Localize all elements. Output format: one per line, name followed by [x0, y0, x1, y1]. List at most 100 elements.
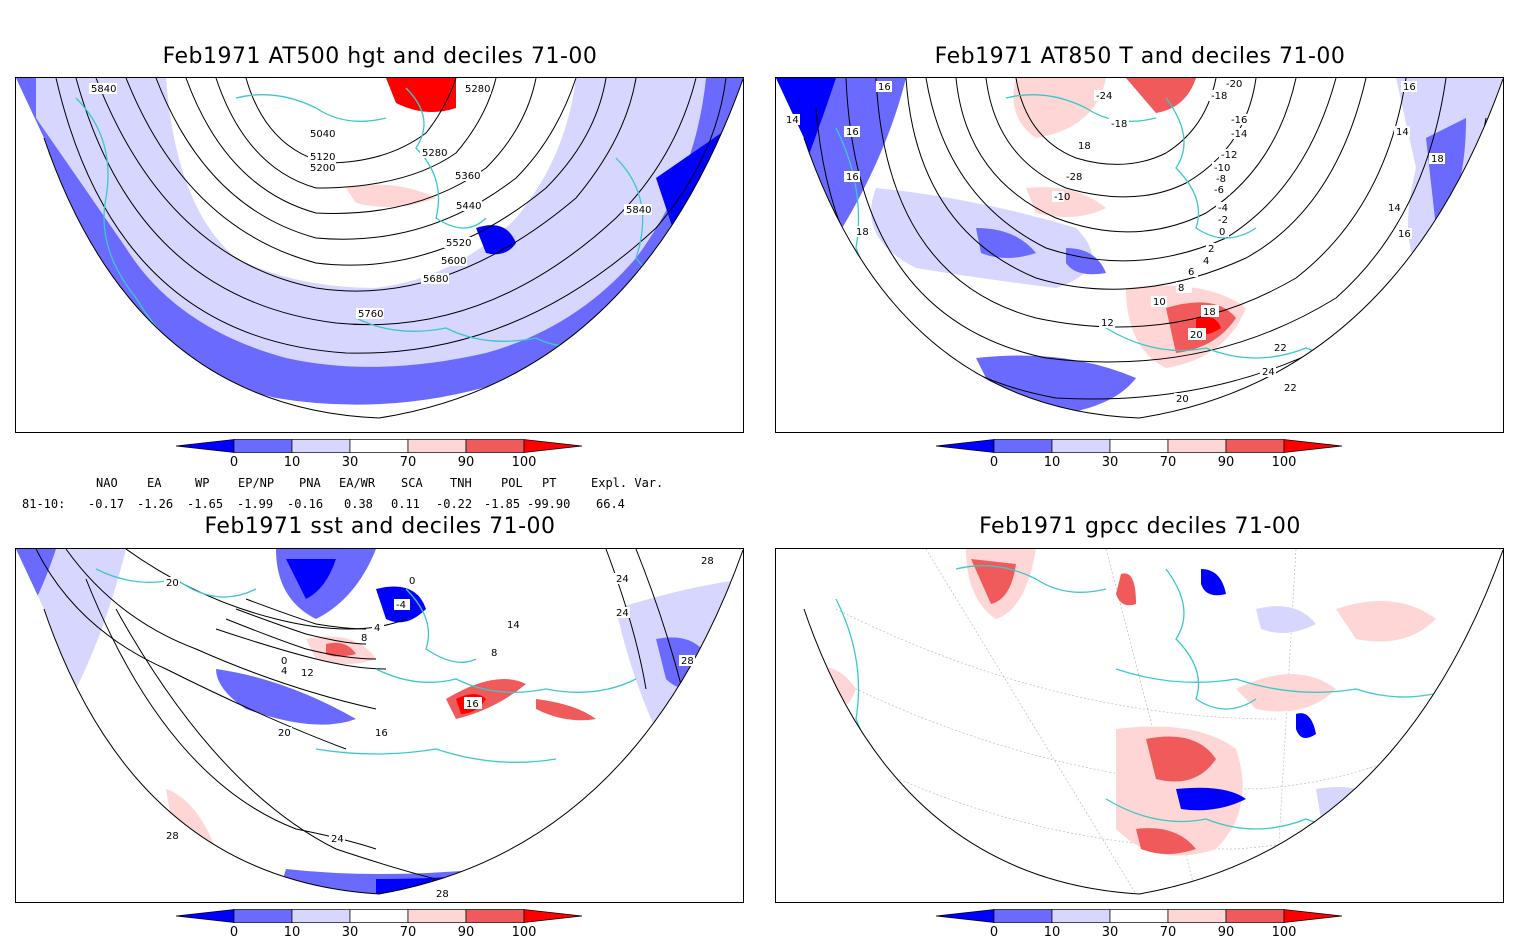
colorbar-label: 70	[399, 925, 417, 940]
map-panel-t850: 16 14 16 16 18 -20 -18 -24 -16 -14 -12 -…	[775, 77, 1504, 433]
panel-title-hgt500: Feb1971 AT500 hgt and deciles 71-00	[162, 44, 598, 69]
contour-label: -24	[1096, 91, 1112, 102]
contour-label: 22	[1274, 343, 1287, 354]
contour-label: -20	[1226, 79, 1242, 90]
contour-label: 5120	[310, 152, 335, 163]
contour-label: 5040	[310, 129, 335, 140]
colorbar-sst: 0 10 30 70 90 100	[176, 909, 586, 941]
colorbar-label: 70	[1159, 455, 1177, 470]
index-header: TNH	[450, 476, 472, 490]
colorbar-segment	[291, 439, 351, 453]
colorbar-label: 100	[1271, 925, 1297, 940]
panel-title-gpcc: Feb1971 gpcc deciles 71-00	[979, 514, 1301, 539]
contour-label: -14	[1231, 129, 1247, 140]
contour-label: 0	[409, 576, 415, 587]
contour-label: 14	[1396, 127, 1409, 138]
index-header: SCA	[401, 476, 423, 490]
colorbar-label: 0	[989, 455, 999, 470]
colorbar-swatches	[176, 439, 583, 453]
contour-label: 5520	[446, 238, 471, 249]
colorbar-label: 30	[1101, 455, 1119, 470]
contour-label: 5680	[423, 274, 448, 285]
colorbar-label: 100	[511, 925, 537, 940]
index-value: -1.99	[237, 497, 274, 511]
contour-label: 8	[361, 633, 367, 644]
contour-label: 16	[1398, 229, 1411, 240]
colorbar-label: 30	[341, 925, 359, 940]
map-panel-sst: 20 0 4 12 16 20 24 28 28 24 28 4 8 -4 0 …	[15, 548, 744, 903]
colorbar-segment	[523, 439, 583, 453]
contour-label: 0	[1219, 227, 1225, 238]
colorbar-segment	[1283, 439, 1343, 453]
index-value: -0.22	[436, 497, 473, 511]
contour-label: 22	[1284, 383, 1297, 394]
index-header: EA	[147, 476, 162, 490]
contour-label: -10	[1054, 192, 1070, 203]
contour-label: 28	[166, 831, 179, 842]
colorbar-label: 0	[229, 925, 239, 940]
contour-label: -18	[1211, 91, 1227, 102]
colorbar-label: 90	[457, 925, 475, 940]
contour-label: 5840	[91, 84, 116, 95]
colorbar-segment	[936, 439, 995, 453]
contour-label: -28	[1066, 172, 1082, 183]
index-value: -99.90	[527, 497, 571, 511]
index-header: PNA	[299, 476, 321, 490]
colorbar-segment	[233, 439, 293, 453]
colorbar-label: 10	[1043, 925, 1061, 940]
colorbar-label: 70	[1159, 925, 1177, 940]
contour-label: 16	[375, 728, 388, 739]
colorbar-label: 90	[457, 455, 475, 470]
contour-label: 6	[1188, 267, 1194, 278]
colorbar-segment	[176, 439, 235, 453]
contour-label: -4	[1218, 203, 1228, 214]
colorbar-segment	[1109, 439, 1169, 453]
contour-label: 14	[507, 620, 520, 631]
colorbar-segment	[291, 909, 351, 923]
contour-label: 5440	[456, 201, 481, 212]
colorbar-segment	[349, 439, 409, 453]
colorbar-label: 90	[1217, 455, 1235, 470]
index-header: Expl. Var.	[591, 476, 664, 490]
colorbar-segment	[1225, 439, 1285, 453]
colorbar-segment	[993, 909, 1053, 923]
colorbar-segment	[465, 439, 525, 453]
contour-label: 18	[1078, 141, 1091, 152]
contour-label: -10	[1214, 163, 1230, 174]
contour-label: 8	[491, 648, 497, 659]
index-value: 0.11	[391, 497, 420, 511]
contour-label: 16	[846, 172, 859, 183]
contour-label: 28	[701, 556, 714, 567]
contour-label: 5280	[465, 84, 490, 95]
contour-label: -12	[1221, 150, 1237, 161]
index-header: EA/WR	[339, 476, 376, 490]
colorbar-label: 100	[511, 455, 537, 470]
index-header: WP	[195, 476, 210, 490]
index-header: EP/NP	[238, 476, 275, 490]
colorbar-label: 90	[1217, 925, 1235, 940]
panel-title-t850: Feb1971 AT850 T and deciles 71-00	[934, 44, 1346, 69]
contour-label: 20	[166, 578, 179, 589]
colorbar-segment	[465, 909, 525, 923]
contour-label: 5760	[358, 309, 383, 320]
contour-label: -2	[1218, 215, 1228, 226]
colorbar-segment	[936, 909, 995, 923]
contour-label: -4	[396, 600, 406, 611]
colorbar-segment	[407, 909, 467, 923]
colorbar-swatches	[936, 909, 1343, 923]
contour-label: 4	[281, 666, 287, 677]
index-header: NAO	[96, 476, 118, 490]
colorbar-segment	[1283, 909, 1343, 923]
contour-label: 16	[466, 699, 479, 710]
colorbar-segment	[407, 439, 467, 453]
contour-label: -6	[1214, 185, 1224, 196]
contour-label: 16	[1403, 82, 1416, 93]
colorbar-label: 10	[1043, 455, 1061, 470]
contour-label: 4	[374, 623, 380, 634]
contour-label: 16	[878, 82, 891, 93]
contour-label: 12	[301, 668, 314, 679]
contour-label: -16	[1231, 115, 1247, 126]
index-value: -0.16	[287, 497, 324, 511]
map-panel-hgt500: 5840 5280 5040 5120 5200 5280 5360 5440 …	[15, 77, 744, 433]
contour-label: 10	[1153, 297, 1166, 308]
